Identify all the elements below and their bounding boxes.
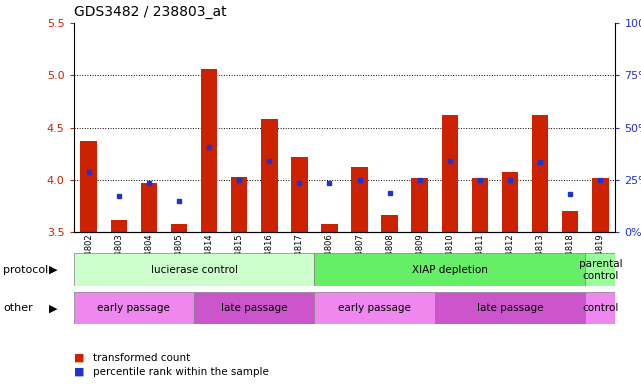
Text: early passage: early passage [338,303,411,313]
Bar [351,167,368,232]
Bar [381,215,398,232]
Text: late passage: late passage [477,303,544,313]
Bar [315,253,585,286]
Bar [412,178,428,232]
Text: late passage: late passage [221,303,288,313]
Text: ▶: ▶ [49,303,58,313]
Bar [585,292,615,324]
Bar [321,224,338,232]
Bar [261,119,278,232]
Bar [532,115,549,232]
Bar [74,292,194,324]
Text: XIAP depletion: XIAP depletion [412,265,488,275]
Text: other: other [3,303,33,313]
Bar [74,253,315,286]
Text: early passage: early passage [97,303,171,313]
Bar [315,292,435,324]
Bar [502,172,519,232]
Bar [111,220,127,232]
Bar [140,183,157,232]
Bar [231,177,247,232]
Text: GDS3482 / 238803_at: GDS3482 / 238803_at [74,5,226,19]
Text: ■: ■ [74,353,84,363]
Bar [291,157,308,232]
Bar [435,292,585,324]
Bar [81,141,97,232]
Text: parental
control: parental control [578,259,622,281]
Text: lucierase control: lucierase control [151,265,238,275]
Bar [442,115,458,232]
Text: ■: ■ [74,367,84,377]
Text: ▶: ▶ [49,265,58,275]
Bar [592,178,608,232]
Text: transformed count: transformed count [93,353,190,363]
Bar [194,292,315,324]
Text: percentile rank within the sample: percentile rank within the sample [93,367,269,377]
Text: control: control [582,303,619,313]
Bar [171,224,187,232]
Bar [472,178,488,232]
Bar [201,69,217,232]
Bar [562,211,578,232]
Text: protocol: protocol [3,265,49,275]
Bar [585,253,615,286]
